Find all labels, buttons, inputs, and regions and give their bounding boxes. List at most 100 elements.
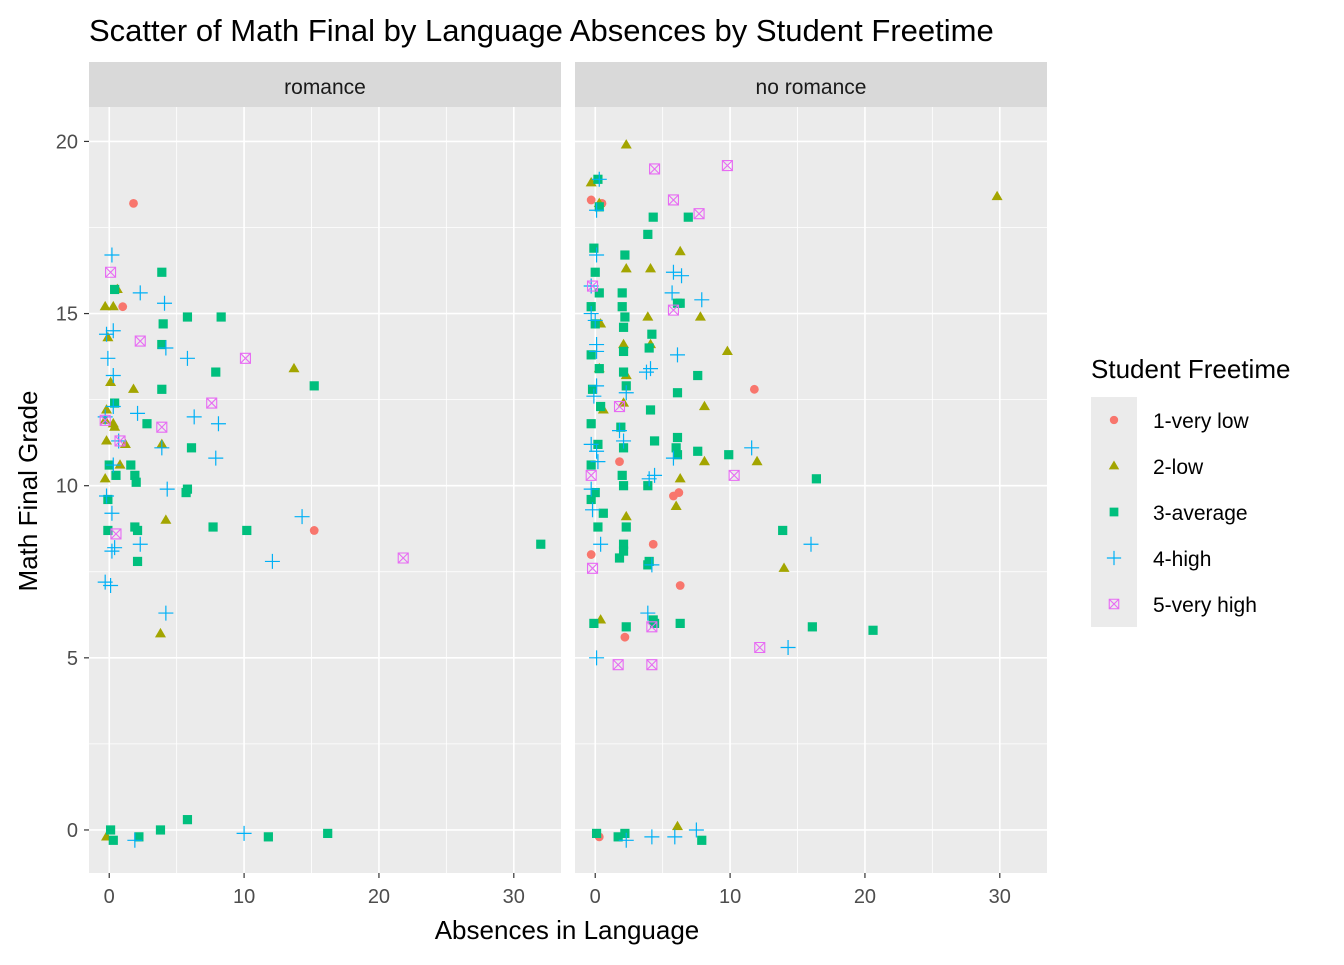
data-point bbox=[744, 440, 760, 456]
data-point bbox=[617, 302, 627, 312]
data-point bbox=[697, 835, 707, 845]
data-point bbox=[647, 329, 657, 339]
data-point bbox=[644, 829, 660, 845]
data-point bbox=[618, 832, 634, 848]
data-point bbox=[590, 454, 606, 470]
x-tick-label: 30 bbox=[503, 886, 525, 908]
data-point bbox=[589, 202, 605, 218]
legend-symbol bbox=[1108, 598, 1120, 610]
x-tick-label: 10 bbox=[233, 886, 255, 908]
data-point bbox=[105, 399, 121, 415]
legend-label: 5-very high bbox=[1153, 594, 1257, 617]
data-point bbox=[598, 508, 608, 518]
legend-label: 3-average bbox=[1153, 502, 1248, 525]
data-point bbox=[587, 384, 598, 394]
data-point bbox=[586, 460, 596, 470]
data-point bbox=[617, 288, 627, 298]
data-point bbox=[694, 311, 706, 321]
data-point bbox=[111, 470, 121, 480]
y-tick-label: 20 bbox=[56, 131, 78, 153]
data-point bbox=[811, 474, 821, 484]
data-point bbox=[589, 650, 605, 666]
data-point bbox=[105, 457, 121, 473]
data-point bbox=[589, 247, 605, 263]
data-point bbox=[105, 825, 116, 835]
data-point bbox=[754, 641, 766, 654]
data-point bbox=[618, 385, 634, 401]
data-point bbox=[103, 525, 113, 536]
data-point bbox=[648, 212, 658, 222]
data-point bbox=[594, 364, 604, 374]
data-point bbox=[131, 477, 141, 487]
data-point bbox=[104, 543, 120, 559]
data-point bbox=[110, 528, 122, 540]
data-point bbox=[647, 467, 663, 483]
data-point bbox=[242, 525, 252, 536]
data-point bbox=[620, 312, 630, 322]
data-point bbox=[589, 378, 605, 394]
facet-panel: romance 0 10 20 30 0 5 10 15 20 bbox=[56, 62, 561, 908]
facet-strip bbox=[89, 62, 561, 107]
legend-symbol bbox=[1109, 415, 1119, 425]
data-point bbox=[288, 362, 300, 373]
data-point bbox=[103, 578, 119, 594]
data-point bbox=[693, 208, 705, 220]
data-point bbox=[105, 376, 117, 387]
data-point bbox=[208, 450, 224, 466]
data-point bbox=[670, 500, 682, 510]
data-point bbox=[206, 397, 218, 409]
data-point bbox=[621, 622, 631, 632]
data-point bbox=[158, 319, 168, 329]
data-point bbox=[616, 422, 626, 432]
data-point bbox=[698, 400, 710, 411]
data-point bbox=[158, 340, 174, 356]
data-point bbox=[101, 435, 113, 445]
data-point bbox=[132, 525, 143, 536]
data-point bbox=[157, 384, 167, 394]
data-point bbox=[134, 335, 146, 347]
data-point bbox=[127, 832, 143, 848]
legend-symbol bbox=[1106, 550, 1122, 566]
data-point bbox=[721, 345, 733, 356]
data-point bbox=[674, 488, 684, 497]
data-point bbox=[643, 481, 653, 491]
legend-label: 2-low bbox=[1153, 456, 1204, 479]
data-point bbox=[586, 280, 599, 292]
data-point bbox=[778, 562, 790, 572]
data-point bbox=[586, 388, 602, 404]
data-point bbox=[589, 618, 599, 629]
data-point bbox=[294, 509, 310, 525]
data-point bbox=[669, 347, 685, 363]
data-point bbox=[618, 367, 629, 377]
data-point bbox=[130, 470, 140, 480]
data-point bbox=[586, 550, 596, 559]
data-point bbox=[158, 605, 174, 621]
data-point bbox=[309, 381, 319, 391]
data-point bbox=[593, 522, 603, 532]
data-point bbox=[179, 350, 195, 366]
data-point bbox=[129, 198, 138, 208]
data-point bbox=[667, 304, 679, 316]
data-point bbox=[644, 343, 654, 353]
data-point bbox=[868, 625, 878, 635]
data-point bbox=[100, 350, 116, 366]
data-point bbox=[159, 481, 175, 497]
data-point bbox=[667, 194, 679, 206]
data-point bbox=[157, 295, 173, 311]
data-point bbox=[591, 828, 602, 839]
data-point bbox=[186, 409, 202, 425]
data-point bbox=[160, 514, 172, 524]
data-point bbox=[807, 622, 817, 632]
x-tick-label: 0 bbox=[104, 886, 115, 908]
data-point bbox=[698, 455, 710, 466]
chart-title: Scatter of Math Final by Language Absenc… bbox=[89, 13, 994, 48]
data-point bbox=[586, 562, 599, 574]
data-point bbox=[618, 322, 629, 332]
data-point bbox=[114, 459, 126, 469]
data-point bbox=[99, 326, 115, 342]
y-tick-label: 10 bbox=[56, 476, 78, 498]
data-point bbox=[110, 284, 120, 295]
x-tick-label: 30 bbox=[989, 886, 1011, 908]
data-point bbox=[323, 828, 333, 839]
data-point bbox=[109, 421, 121, 431]
